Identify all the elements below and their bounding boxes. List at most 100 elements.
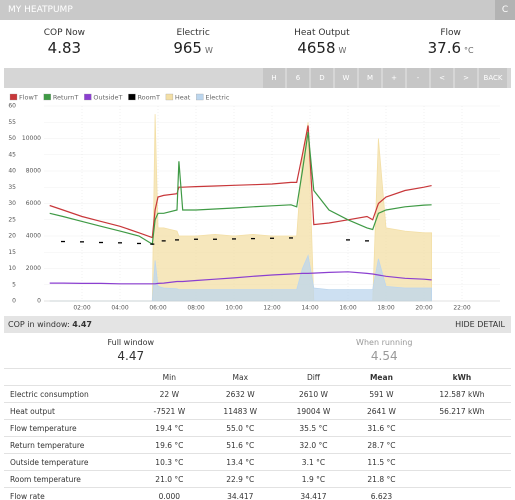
legend-label: Electric <box>205 94 230 102</box>
toolbar-button[interactable]: + <box>383 68 405 88</box>
toolbar-button[interactable]: W <box>335 68 357 88</box>
legend-swatch <box>43 93 51 101</box>
table-cell: 55.0 °C <box>203 419 277 437</box>
x-tick-label: 20:00 <box>415 305 432 312</box>
summary-item: When running 4.54 <box>258 338 512 363</box>
y2-tick-label: 2000 <box>26 265 41 272</box>
table-cell: 3.1 °C <box>276 453 351 471</box>
table-cell: 10.3 °C <box>135 453 204 471</box>
stat-value: 37.6 <box>427 39 462 57</box>
stat: Flow 37.6 °C <box>386 20 515 64</box>
table-cell: Outside temperature <box>4 453 135 471</box>
y-tick-label: 25 <box>8 216 16 223</box>
table-body: Electric consumption 22 W 2632 W 2610 W 591 … <box>4 385 511 500</box>
x-tick-label: 12:00 <box>263 305 280 312</box>
hide-detail-button[interactable]: HIDE DETAIL <box>455 320 505 329</box>
table-row: Room temperature 21.0 °C 22.9 °C 1.9 °C 21.8… <box>4 470 511 488</box>
stat-value-row: 965 W <box>129 38 258 57</box>
toolbar-button[interactable]: H <box>263 68 285 88</box>
column-header: kWh <box>412 368 511 386</box>
line <box>49 271 432 285</box>
y2-tick-label: 8000 <box>26 168 41 175</box>
stat: Electric 965 W <box>129 20 258 64</box>
legend-label: Heat <box>175 94 191 102</box>
stat-label: Heat Output <box>294 28 350 38</box>
legend-label: OutsideT <box>93 94 122 102</box>
table-row: Return temperature 19.6 °C 51.6 °C 32.0 °C 2… <box>4 436 511 454</box>
table-cell: Flow rate <box>4 487 135 500</box>
table-cell: 35.5 °C <box>276 419 351 437</box>
stat-label: Flow <box>440 28 461 38</box>
table-cell: 19.4 °C <box>135 419 204 437</box>
stat: COP Now 4.83 <box>0 20 129 64</box>
x-tick-label: 10:00 <box>225 305 242 312</box>
table-cell-empty <box>412 436 511 454</box>
stat-value: 965 <box>173 39 202 57</box>
table-cell: Flow temperature <box>4 419 135 437</box>
table-cell: 51.6 °C <box>203 436 277 454</box>
chart: 0 5 10 15 20 25 30 35 40 45 50 55 60 0 2000 4000 6000 800… <box>8 93 500 312</box>
blank-header <box>4 368 135 386</box>
table-cell: 28.7 °C <box>350 436 413 454</box>
stat-value-row: 4658 W <box>258 38 387 57</box>
y-tick-label: 20 <box>8 233 16 240</box>
legend-swatch <box>196 93 204 101</box>
toolbar-button[interactable]: BACK <box>479 68 507 88</box>
cop-bar: COP in window: 4.47 HIDE DETAIL <box>4 316 511 333</box>
x-tick-label: 16:00 <box>339 305 356 312</box>
line <box>49 131 432 246</box>
table-row: Heat output -7521 W 11483 W 19004 W 2641 W 56… <box>4 402 511 420</box>
toolbar-button[interactable]: - <box>407 68 429 88</box>
legend-label: FlowT <box>19 94 38 102</box>
x-tick-label: 08:00 <box>187 305 204 312</box>
stat-value: 4.83 <box>47 39 82 57</box>
stat-label: Electric <box>176 28 210 38</box>
table-cell: 6.623 <box>350 487 413 500</box>
table-cell-empty <box>412 419 511 437</box>
table-row: Electric consumption 22 W 2632 W 2610 W 591 … <box>4 385 511 403</box>
table-cell: 21.8 °C <box>350 470 413 488</box>
y-tick-label: 30 <box>8 200 16 207</box>
table-cell: 19004 W <box>276 402 351 420</box>
table-cell: 56.217 kWh <box>412 402 511 420</box>
summary-value: 4.47 <box>117 349 145 363</box>
collapse-button[interactable]: C <box>495 0 515 20</box>
table-cell: 11.5 °C <box>350 453 413 471</box>
toolbar-button[interactable]: > <box>455 68 477 88</box>
column-header: Max <box>203 368 277 386</box>
toolbar-button[interactable]: 6 <box>287 68 309 88</box>
toolbar-button[interactable]: < <box>431 68 453 88</box>
y-tick-label: 35 <box>8 184 16 191</box>
toolbar-button[interactable]: M <box>359 68 381 88</box>
x-tick-label: 04:00 <box>111 305 128 312</box>
table-cell: 34.417 <box>276 487 351 500</box>
table-cell-empty <box>412 453 511 471</box>
x-tick-label: 18:00 <box>377 305 394 312</box>
table-header: Min Max Diff Mean kWh <box>4 368 511 386</box>
stat: Heat Output 4658 W <box>258 20 387 64</box>
column-header: Min <box>135 368 204 386</box>
toolbar-button[interactable]: D <box>311 68 333 88</box>
table-cell: 2610 W <box>276 385 351 403</box>
table-cell: Room temperature <box>4 470 135 488</box>
column-header: Diff <box>276 368 351 386</box>
table-cell: 31.6 °C <box>350 419 413 437</box>
table-cell: 11483 W <box>203 402 277 420</box>
stat-value-row: 4.83 <box>0 38 129 57</box>
y-tick-label: 10 <box>8 265 16 272</box>
y-tick-label: 0 <box>12 298 16 305</box>
table-cell: 12.587 kWh <box>412 385 511 403</box>
stat-unit: W <box>204 46 213 55</box>
table-cell: 21.0 °C <box>135 470 204 488</box>
table-cell: Heat output <box>4 402 135 420</box>
table-cell: 2641 W <box>350 402 413 420</box>
y-tick-label: 60 <box>8 103 16 110</box>
summary-label: Full window <box>107 338 155 347</box>
stat-value-row: 37.6 °C <box>386 38 515 57</box>
header: MY HEATPUMP C <box>0 0 515 20</box>
table-cell-empty <box>412 487 511 500</box>
line <box>49 125 432 239</box>
table-row: Flow temperature 19.4 °C 55.0 °C 35.5 °C 31.… <box>4 419 511 437</box>
x-tick-label: 06:00 <box>149 305 166 312</box>
